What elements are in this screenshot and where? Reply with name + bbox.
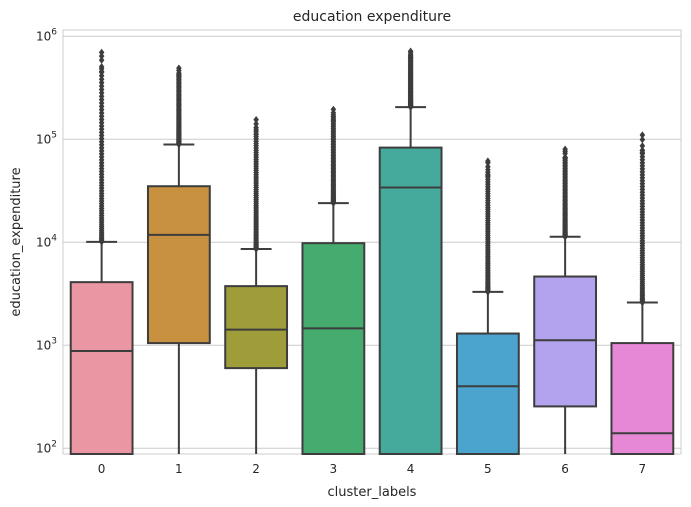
outlier-point <box>330 105 337 114</box>
x-tick-label-1: 1 <box>175 462 183 476</box>
outlier-point <box>485 157 491 165</box>
x-tick-label-3: 3 <box>330 462 338 476</box>
outlier-point <box>98 48 105 57</box>
chart-title: education expenditure <box>293 9 451 25</box>
outlier-point <box>562 153 568 162</box>
box-cluster-3 <box>301 105 366 455</box>
x-tick-label-6: 6 <box>561 462 569 476</box>
y-axis-ticks: 102 103 104 105 106 <box>36 27 57 455</box>
box-iqr <box>378 146 443 455</box>
outlier-point <box>639 142 646 150</box>
x-axis-ticks: 0 1 2 3 4 5 6 7 <box>98 462 646 476</box>
x-tick-label-2: 2 <box>252 462 260 476</box>
y-axis-label: education_expenditure <box>9 167 24 316</box>
box-cluster-6 <box>533 145 598 454</box>
outlier-point <box>98 56 105 64</box>
outlier-point <box>639 146 646 154</box>
x-tick-label-0: 0 <box>98 462 106 476</box>
box-iqr <box>610 342 675 455</box>
outlier-point <box>98 67 105 76</box>
outlier-point <box>253 120 259 128</box>
outlier-point <box>485 163 491 171</box>
outlier-point <box>98 62 105 71</box>
box-cluster-7 <box>610 131 675 455</box>
box-iqr <box>224 285 289 370</box>
y-tick-label: 102 <box>36 439 57 455</box>
box-cluster-4 <box>378 47 443 455</box>
y-tick-label: 103 <box>36 336 57 352</box>
box-iqr <box>455 332 520 456</box>
y-tick-label: 105 <box>36 130 57 146</box>
boxes <box>69 47 675 456</box>
box-cluster-5 <box>455 157 520 456</box>
outlier-point <box>562 145 568 153</box>
box-iqr <box>146 185 211 345</box>
x-tick-label-5: 5 <box>484 462 492 476</box>
box-cluster-0 <box>69 48 134 456</box>
box-iqr <box>301 242 366 455</box>
outlier-point <box>639 131 646 139</box>
box-iqr <box>69 281 134 456</box>
outlier-point <box>253 115 259 124</box>
box-cluster-1 <box>146 64 211 454</box>
box-iqr <box>533 275 598 408</box>
y-tick-label: 104 <box>36 233 57 249</box>
outlier-point <box>98 52 105 60</box>
x-axis-label: cluster_labels <box>328 485 417 500</box>
outlier-point <box>253 130 259 138</box>
outlier-point <box>639 135 646 144</box>
y-tick-label: 106 <box>36 27 57 43</box>
box-cluster-2 <box>224 115 289 454</box>
outlier-point <box>176 64 182 72</box>
x-tick-label-7: 7 <box>639 462 647 476</box>
x-tick-label-4: 4 <box>407 462 415 476</box>
outlier-point <box>485 172 491 180</box>
outlier-point <box>407 47 414 55</box>
